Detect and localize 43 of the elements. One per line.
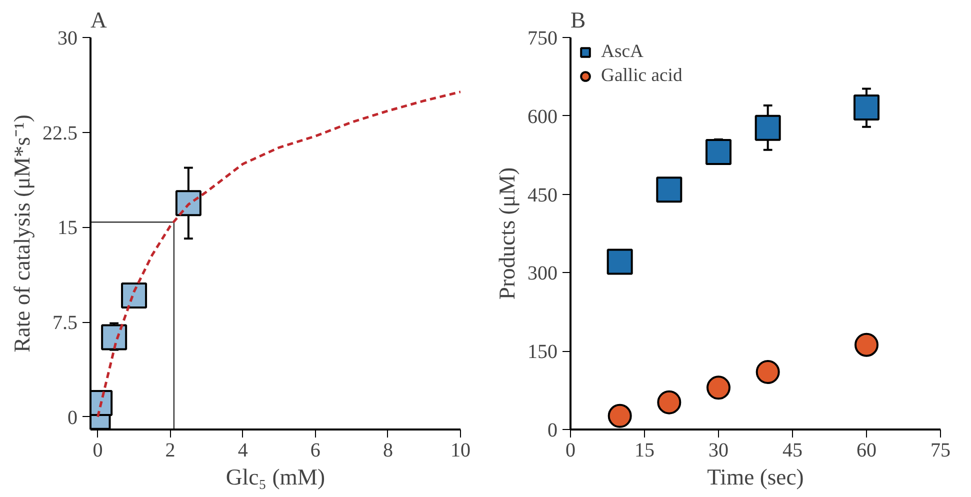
point bbox=[175, 190, 202, 216]
legend-label: AscA bbox=[601, 41, 644, 63]
x-tick-label: 60 bbox=[856, 440, 876, 462]
legend-label: Gallic acid bbox=[601, 65, 682, 87]
y-tick-label: 7.5 bbox=[52, 312, 78, 334]
point bbox=[754, 114, 781, 141]
y-axis-title: Products (μM) bbox=[494, 167, 520, 300]
y-tick-label: 30 bbox=[58, 28, 78, 50]
x-tick-label: 6 bbox=[310, 440, 320, 462]
x-tick-label: 10 bbox=[450, 440, 470, 462]
y-tick-label: 22.5 bbox=[42, 122, 78, 144]
y-tick-label: 0 bbox=[68, 406, 78, 429]
chart-title: A bbox=[90, 8, 108, 32]
y-axis-title: Rate of catalysis (μM*s⁻¹) bbox=[10, 114, 34, 352]
x-tick-label: 0 bbox=[566, 440, 576, 462]
point bbox=[657, 390, 682, 414]
y-tick-label: 450 bbox=[528, 184, 558, 206]
y-tick-label: 750 bbox=[528, 28, 558, 50]
point bbox=[854, 94, 880, 121]
x-tick-label: 2 bbox=[165, 440, 176, 462]
point bbox=[121, 282, 148, 308]
y-tick-label: 600 bbox=[528, 106, 558, 128]
x-tick-label: 4 bbox=[238, 440, 248, 462]
point bbox=[756, 360, 780, 384]
x-tick-label: 75 bbox=[930, 440, 950, 462]
x-axis-title: Time (sec) bbox=[707, 464, 804, 490]
x-axis-title: Glc₅ (mM) bbox=[226, 464, 326, 490]
point bbox=[656, 176, 682, 203]
chart-title: B bbox=[570, 8, 586, 32]
x-tick-label: 8 bbox=[382, 440, 393, 462]
y-tick-label: 15 bbox=[58, 217, 78, 240]
point bbox=[706, 138, 732, 165]
x-tick-label: 30 bbox=[708, 440, 728, 462]
x-tick-label: 0 bbox=[92, 440, 103, 462]
y-tick-label: 300 bbox=[528, 262, 558, 285]
point bbox=[706, 376, 730, 400]
x-tick-label: 45 bbox=[782, 440, 802, 462]
point bbox=[608, 404, 632, 428]
y-tick-label: 150 bbox=[528, 341, 558, 364]
x-tick-label: 15 bbox=[634, 440, 654, 462]
point bbox=[854, 332, 878, 357]
y-tick-label: 0 bbox=[548, 420, 558, 442]
point bbox=[606, 248, 633, 275]
